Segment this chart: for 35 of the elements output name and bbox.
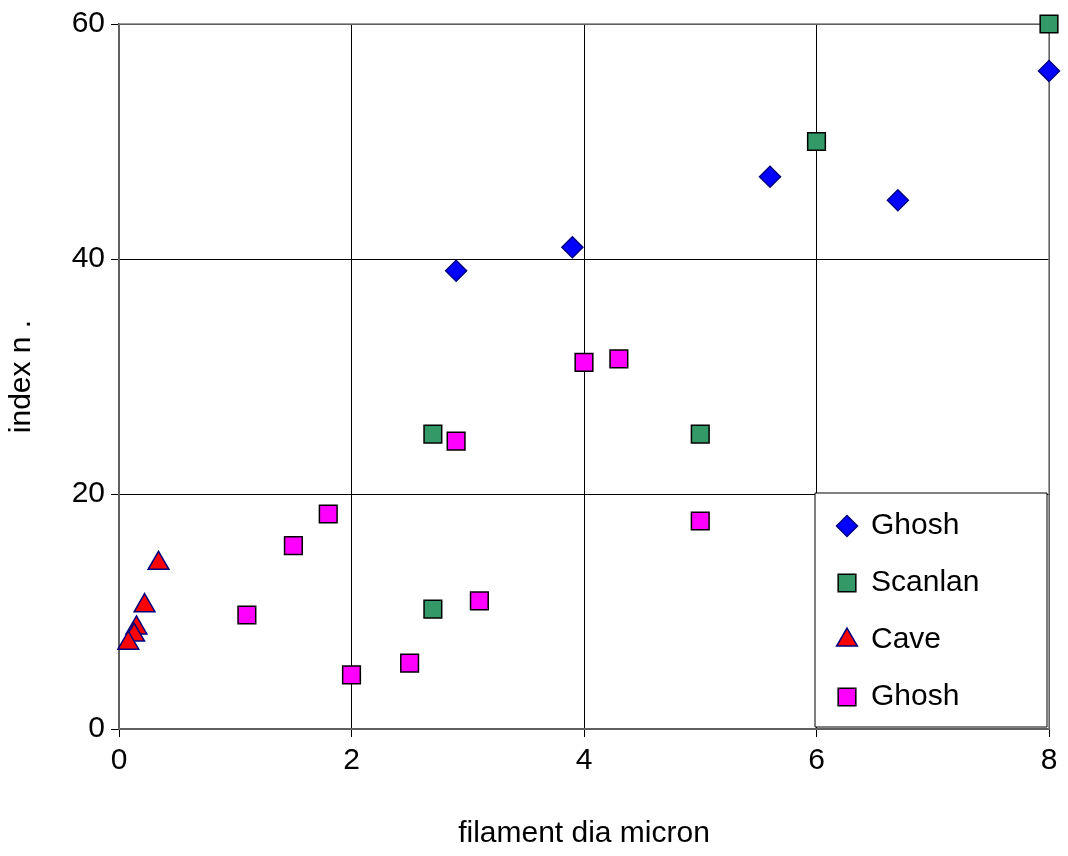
x-tick-label: 2 [343, 742, 360, 776]
point [806, 131, 827, 152]
point [574, 352, 594, 372]
y-tick-label: 20 [71, 475, 105, 509]
point [609, 349, 629, 369]
point [1039, 14, 1059, 34]
point [1037, 59, 1061, 83]
point [423, 424, 443, 444]
x-tick-label: 4 [575, 742, 593, 776]
point [341, 665, 362, 685]
legend-label: Cave [871, 621, 942, 655]
x-axis-title: filament dia micron [458, 815, 710, 849]
legend-label: Ghosh [871, 507, 960, 541]
point [400, 653, 420, 673]
x-tick-label: 8 [1040, 742, 1058, 776]
point [283, 536, 303, 556]
x-tick-label: 6 [808, 742, 825, 776]
point [446, 431, 466, 451]
point [886, 189, 910, 212]
point [561, 236, 584, 259]
point [423, 599, 443, 619]
y-axis-title: index n . [3, 319, 37, 434]
point [318, 504, 338, 524]
point [690, 424, 710, 444]
point [444, 259, 468, 282]
point [758, 165, 782, 188]
legend-label: Ghosh [871, 678, 960, 712]
x-tick-label: 0 [110, 742, 128, 776]
point [469, 591, 489, 611]
point [690, 511, 710, 531]
point [237, 605, 257, 625]
legend-label: Scanlan [871, 564, 980, 598]
y-tick-label: 60 [71, 5, 105, 39]
y-tick-label: 0 [88, 710, 105, 744]
y-tick-label: 40 [71, 240, 105, 274]
